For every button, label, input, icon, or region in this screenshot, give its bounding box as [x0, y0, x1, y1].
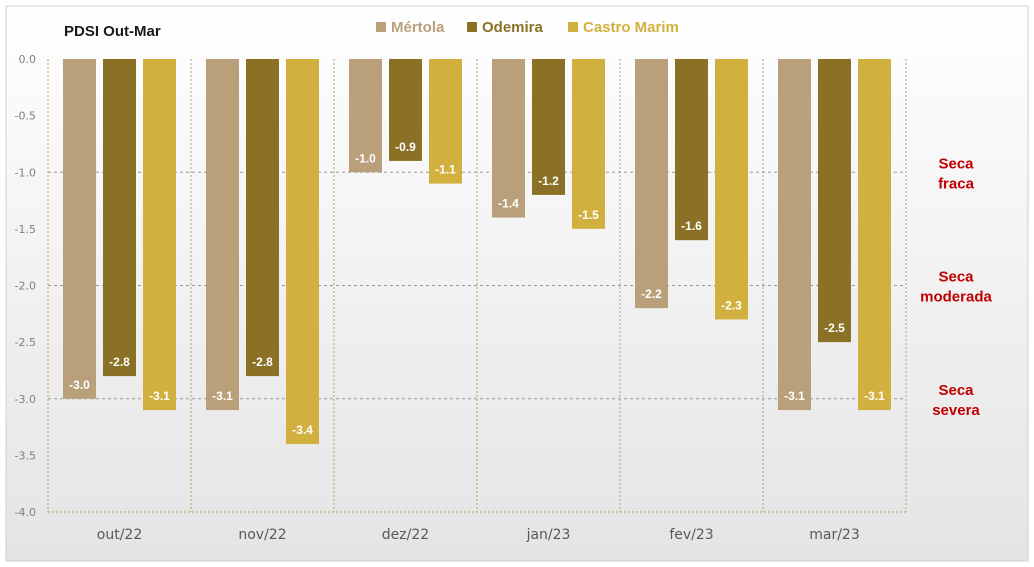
data-label: -1.4 — [498, 197, 519, 211]
bar — [349, 59, 382, 173]
x-tick-label: out/22 — [97, 527, 142, 543]
legend-label: Odemira — [482, 19, 544, 36]
bar — [635, 59, 668, 309]
bar — [572, 59, 605, 229]
bar — [63, 59, 96, 399]
legend: Mértola Odemira Castro Marim — [376, 19, 679, 36]
y-tick-label: -1.5 — [15, 223, 36, 236]
x-tick-label: dez/22 — [382, 527, 429, 543]
drought-label: Seca severa — [932, 382, 980, 419]
data-label: -1.6 — [681, 219, 702, 233]
legend-label: Castro Marim — [583, 19, 679, 36]
chart-title: PDSI Out-Mar — [64, 23, 161, 40]
data-label: -3.0 — [69, 378, 90, 392]
data-labels: -3.0 -2.8 -3.1 -3.1 -2.8 -3.4 -1.0 -0.9 -1.1 -1.4… — [69, 140, 885, 437]
bars — [63, 59, 891, 445]
data-label: -3.1 — [212, 389, 233, 403]
bar — [429, 59, 462, 184]
y-tick-label: -3.0 — [15, 393, 36, 406]
y-tick-label: -0.5 — [15, 110, 36, 123]
legend-label: Mértola — [391, 19, 445, 36]
data-label: -2.2 — [641, 287, 662, 301]
data-label: -1.2 — [538, 174, 559, 188]
bar — [246, 59, 279, 377]
y-tick-label: -1.0 — [15, 166, 36, 179]
data-label: -1.0 — [355, 151, 376, 165]
x-tick-label: mar/23 — [809, 527, 860, 543]
x-axis: out/22 nov/22 dez/22 jan/23 fev/23 mar/23 — [97, 527, 860, 543]
data-label: -3.1 — [784, 389, 805, 403]
data-label: -1.1 — [435, 163, 456, 177]
drought-label: Seca moderada — [920, 269, 992, 306]
y-axis: 0.0 -0.5 -1.0 -1.5 -2.0 -2.5 -3.0 -3.5 -4.0 — [15, 53, 36, 519]
legend-swatch — [467, 22, 477, 32]
y-tick-label: -2.0 — [15, 280, 36, 293]
bar — [818, 59, 851, 343]
bar — [206, 59, 239, 411]
legend-swatch — [376, 22, 386, 32]
drought-annotations: Seca fraca Seca moderada Seca severa — [920, 155, 992, 419]
bar — [675, 59, 708, 241]
data-label: -3.1 — [149, 389, 170, 403]
x-tick-label: nov/22 — [238, 527, 286, 543]
data-label: -2.8 — [109, 355, 130, 369]
x-tick-label: fev/23 — [669, 527, 713, 543]
x-tick-label: jan/23 — [526, 527, 571, 543]
data-label: -3.4 — [292, 423, 313, 437]
data-label: -1.5 — [578, 208, 599, 222]
data-label: -2.5 — [824, 321, 845, 335]
bar — [103, 59, 136, 377]
bar — [715, 59, 748, 320]
y-tick-label: -4.0 — [15, 506, 36, 519]
bar — [858, 59, 891, 411]
grid — [47, 59, 907, 513]
bar — [492, 59, 525, 218]
data-label: -2.8 — [252, 355, 273, 369]
bar — [286, 59, 319, 445]
bar — [778, 59, 811, 411]
bar — [389, 59, 422, 161]
y-tick-label: -3.5 — [15, 449, 36, 462]
legend-swatch — [568, 22, 578, 32]
bar — [532, 59, 565, 195]
y-tick-label: 0.0 — [19, 53, 37, 66]
data-label: -3.1 — [864, 389, 885, 403]
bar — [143, 59, 176, 411]
y-tick-label: -2.5 — [15, 336, 36, 349]
data-label: -0.9 — [395, 140, 416, 154]
drought-label: Seca fraca — [938, 155, 975, 192]
data-label: -2.3 — [721, 298, 742, 312]
